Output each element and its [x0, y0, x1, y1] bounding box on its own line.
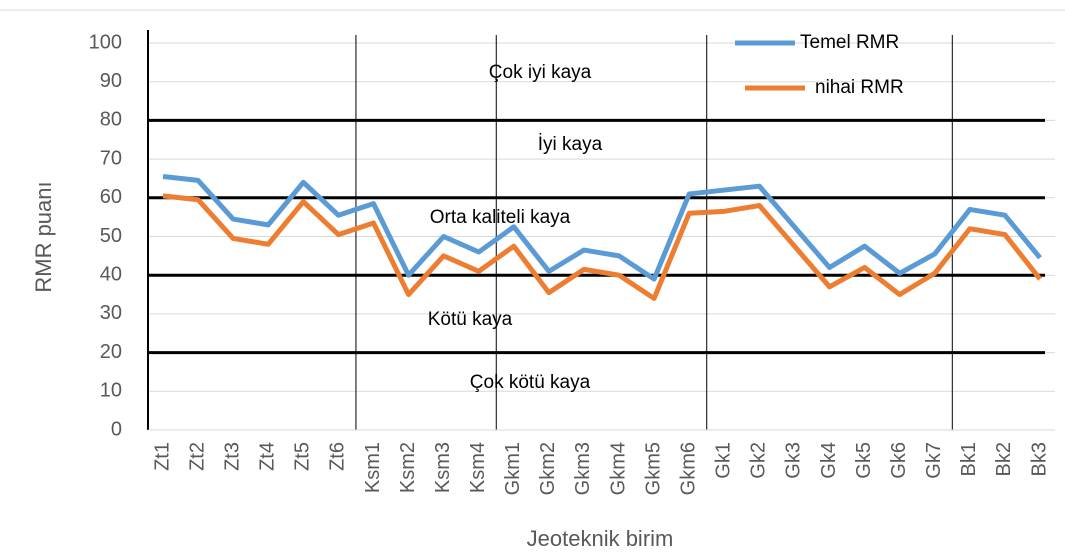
x-tick-label: Gkm3	[572, 442, 594, 495]
x-tick-label: Bk1	[958, 442, 980, 476]
y-tick-label: 80	[100, 109, 122, 131]
x-tick-label: Gkm1	[502, 442, 524, 495]
y-tick-label: 70	[100, 147, 122, 169]
x-tick-label: Bk2	[993, 442, 1015, 476]
x-tick-label: Gk7	[923, 442, 945, 479]
x-tick-label: Zt4	[257, 442, 279, 471]
x-tick-label: Gk4	[818, 442, 840, 479]
x-tick-label: Gk2	[748, 442, 770, 479]
zone-label: Çok iyi kaya	[489, 62, 592, 83]
x-tick-label: Zt6	[327, 442, 349, 471]
x-tick-label: Gk6	[888, 442, 910, 479]
x-tick-label: Zt5	[292, 442, 314, 471]
x-tick-label: Bk3	[1028, 442, 1050, 476]
x-tick-label: Gkm5	[642, 442, 664, 495]
y-axis-title: RMR puanı	[31, 181, 56, 292]
y-tick-label: 20	[100, 341, 122, 363]
x-tick-label: Zt2	[186, 442, 208, 471]
series-line	[162, 174, 1042, 282]
x-axis-title: Jeoteknik birim	[527, 526, 674, 551]
x-tick-label: Ksm4	[467, 442, 489, 493]
x-tick-label: Gk1	[713, 442, 735, 479]
y-tick-label: 30	[100, 302, 122, 324]
x-tick-label: Ksm3	[432, 442, 454, 493]
x-tick-label: Gk5	[853, 442, 875, 479]
x-tick-label: Gk3	[783, 442, 805, 479]
x-tick-label: Zt3	[221, 442, 243, 471]
y-tick-label: 10	[100, 380, 122, 402]
x-tick-label: Ksm2	[397, 442, 419, 493]
zone-label: Orta kaliteli kaya	[430, 207, 571, 228]
x-tick-label: Zt1	[151, 442, 173, 471]
y-tick-label: 0	[111, 418, 122, 440]
legend-label: Temel RMR	[800, 32, 899, 53]
zone-label: Çok kötü kaya	[470, 372, 591, 393]
x-tick-label: Ksm1	[362, 442, 384, 493]
y-tick-label: 60	[100, 186, 122, 208]
y-tick-label: 50	[100, 225, 122, 247]
x-tick-label: Gkm4	[607, 442, 629, 495]
zone-label: Kötü kaya	[428, 309, 513, 330]
y-tick-label: 100	[89, 31, 122, 53]
y-tick-label: 40	[100, 263, 122, 285]
y-tick-label: 90	[100, 70, 122, 92]
series-line	[162, 193, 1042, 301]
x-tick-label: Gkm6	[677, 442, 699, 495]
zone-label: İyi kaya	[538, 134, 603, 155]
legend-label: nihai RMR	[815, 77, 904, 98]
x-tick-label: Gkm2	[537, 442, 559, 495]
